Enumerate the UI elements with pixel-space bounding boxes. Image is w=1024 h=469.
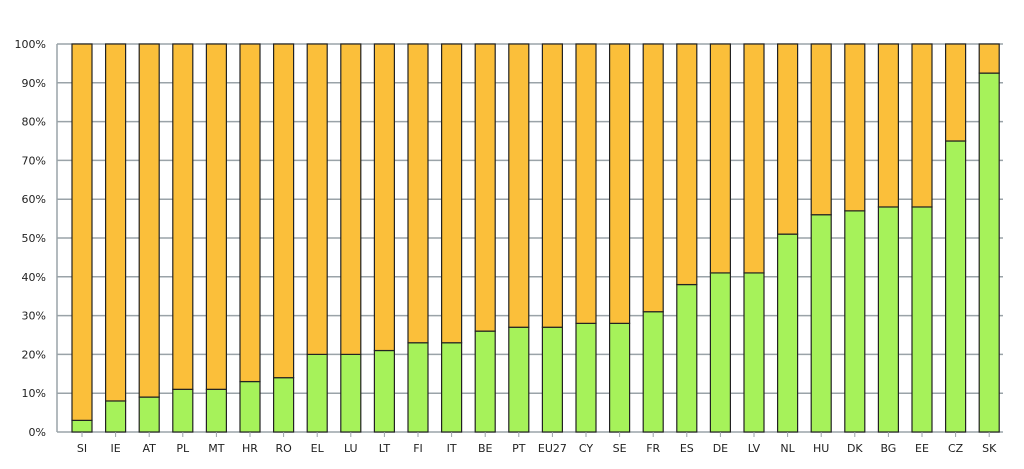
x-tick-label: EE [915,442,929,455]
x-tick-label: SK [982,442,997,455]
bar-upper-FI [407,43,429,344]
bar-upper-BG [877,43,900,208]
y-tick-label: 80% [22,116,46,129]
x-tick-label: CZ [948,442,964,455]
bar-lower-AT [138,396,160,433]
bar-lower-DK [844,210,866,433]
bar-lower-CY [575,322,597,433]
x-tick-label: LV [748,442,761,455]
x-tick-label: AT [143,442,157,455]
bar-lower-FR [642,311,664,433]
bar-lower-PT [508,326,530,433]
x-tick-label: IT [447,442,457,455]
y-tick-label: 20% [22,348,46,361]
y-tick-label: 100% [15,38,46,51]
bar-lower-EL [306,353,328,433]
bar-upper-SE [608,43,631,324]
bar-lower-LV [743,272,765,433]
bar-upper-SI [71,43,93,421]
bar-lower-SE [608,322,631,433]
bar-lower-ES [676,283,698,433]
x-tick-label: BE [478,442,493,455]
bar-lower-LT [373,349,395,433]
x-tick-label: HR [242,442,258,455]
bar-upper-SK [978,43,1000,74]
x-tick-label: CY [579,442,593,455]
bar-lower-DE [709,272,732,433]
bar-lower-RO [273,377,295,433]
x-tick-label: ES [680,442,694,455]
bar-lower-IE [104,400,127,433]
x-tick-label: SE [613,442,627,455]
bar-upper-PL [172,43,194,390]
bar-lower-BE [474,330,496,433]
y-tick-label: 50% [22,232,46,245]
x-tick-label: HU [813,442,829,455]
bar-lower-BG [877,206,900,433]
bar-upper-EU27 [541,43,564,328]
bar-lower-PL [172,388,194,433]
bar-lower-EE [911,206,933,433]
x-tick-label: DK [847,442,863,455]
y-tick-label: 30% [22,310,46,323]
x-tick-label: SI [77,442,87,455]
bar-upper-BE [474,43,496,332]
bar-upper-EL [306,43,328,355]
x-tick-label: EU27 [538,442,567,455]
x-tick-label: PL [176,442,190,455]
x-tick-label: BG [880,442,896,455]
bar-upper-DE [709,43,732,274]
x-tick-label: IE [110,442,120,455]
x-tick-label: PT [512,442,526,455]
bar-lower-SI [71,419,93,433]
bar-lower-CZ [944,140,967,433]
bar-upper-DK [844,43,866,212]
bar-upper-IT [441,43,463,344]
bar-lower-NL [776,233,799,433]
y-tick-label: 60% [22,193,46,206]
x-tick-label: DE [713,442,728,455]
x-tick-label: LU [344,442,358,455]
y-tick-label: 70% [22,154,46,167]
bar-upper-ES [676,43,698,286]
y-tick-label: 40% [22,271,46,284]
bar-lower-LU [340,353,362,433]
x-tick-label: FI [413,442,423,455]
bar-lower-MT [205,388,227,433]
bar-upper-NL [776,43,799,235]
x-tick-label: MT [208,442,224,455]
bar-upper-IE [104,43,127,402]
bar-upper-FR [642,43,664,313]
bar-lower-EU27 [541,326,564,433]
bar-upper-HR [239,43,261,383]
bar-upper-PT [508,43,530,328]
bar-upper-LT [373,43,395,352]
bar-upper-CY [575,43,597,324]
bar-upper-RO [273,43,295,379]
bar-upper-MT [205,43,227,390]
x-tick-label: LT [379,442,391,455]
bar-lower-HR [239,380,261,433]
bar-upper-LU [340,43,362,355]
x-tick-label: FR [646,442,660,455]
bar-upper-CZ [944,43,967,142]
bar-lower-SK [978,72,1000,433]
y-tick-label: 10% [22,387,46,400]
bar-upper-HU [810,43,832,216]
x-tick-label: EL [311,442,325,455]
bar-lower-HU [810,214,832,433]
y-tick-label: 90% [22,77,46,90]
bar-lower-FI [407,342,429,433]
bar-lower-IT [441,342,463,433]
x-tick-label: RO [275,442,292,455]
x-tick-label: NL [780,442,795,455]
bar-upper-LV [743,43,765,274]
bar-upper-EE [911,43,933,208]
bar-upper-AT [138,43,160,398]
y-tick-label: 0% [29,426,46,439]
